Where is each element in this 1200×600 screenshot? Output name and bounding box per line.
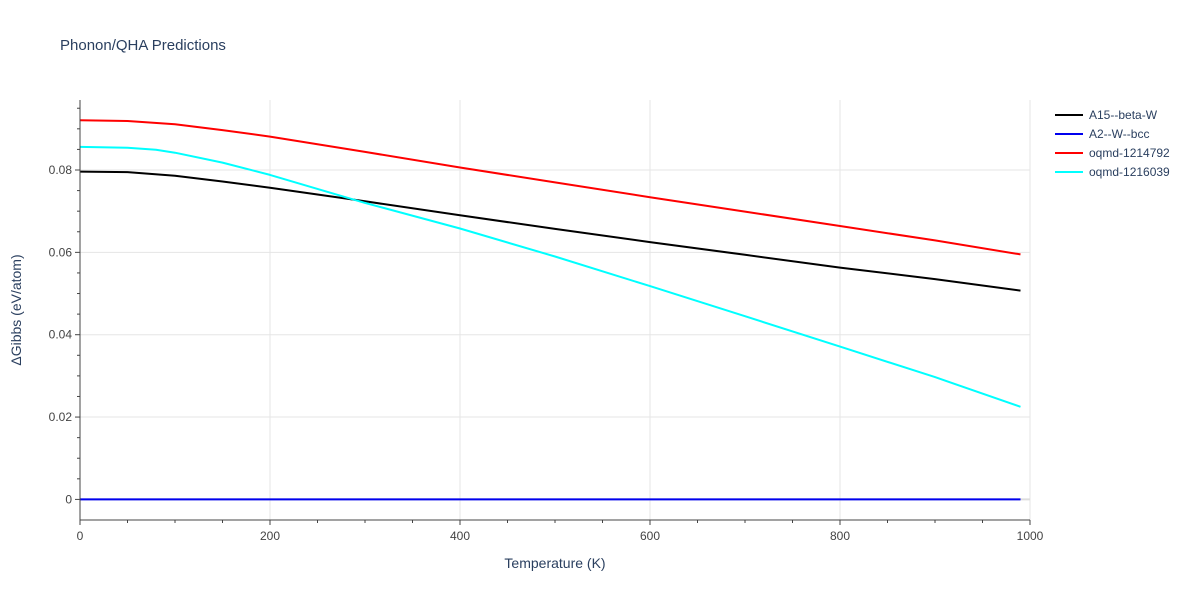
y-tick-label: 0.06 — [49, 245, 73, 259]
series-line-oqmd-1214792[interactable] — [79, 119, 1021, 256]
x-tick-label: 0 — [77, 529, 84, 543]
y-tick-label: 0.04 — [49, 328, 73, 342]
legend[interactable]: A15--beta-W A2--W--bcc oqmd-1214792 oqmd-12… — [1055, 108, 1170, 179]
legend-label: A2--W--bcc — [1089, 127, 1149, 141]
x-tick-label: 800 — [830, 529, 850, 543]
y-tick-label: 0.02 — [49, 410, 73, 424]
legend-item[interactable]: A15--beta-W — [1055, 108, 1158, 122]
x-ticks: 0 200 400 600 800 1000 — [77, 520, 1044, 543]
legend-label: oqmd-1214792 — [1089, 146, 1170, 160]
series-layer — [79, 119, 1021, 501]
x-tick-label: 600 — [640, 529, 660, 543]
series-line-oqmd-1216039[interactable] — [79, 145, 1021, 408]
grid-lines — [80, 100, 1031, 520]
series-line-A15--beta-W[interactable] — [79, 170, 1021, 292]
legend-item[interactable]: oqmd-1216039 — [1055, 165, 1170, 179]
x-tick-label: 1000 — [1017, 529, 1044, 543]
y-tick-label: 0.08 — [49, 163, 73, 177]
y-axis-label: ΔGibbs (eV/atom) — [8, 254, 24, 365]
x-tick-label: 200 — [260, 529, 280, 543]
legend-item[interactable]: A2--W--bcc — [1055, 127, 1149, 141]
y-ticks: 0 0.02 0.04 0.06 0.08 — [49, 107, 80, 506]
legend-label: A15--beta-W — [1089, 108, 1158, 122]
legend-label: oqmd-1216039 — [1089, 165, 1170, 179]
y-tick-label: 0 — [65, 492, 72, 506]
x-axis-label: Temperature (K) — [504, 555, 605, 571]
x-tick-label: 400 — [450, 529, 470, 543]
chart-title: Phonon/QHA Predictions — [60, 37, 226, 54]
legend-item[interactable]: oqmd-1214792 — [1055, 146, 1170, 160]
